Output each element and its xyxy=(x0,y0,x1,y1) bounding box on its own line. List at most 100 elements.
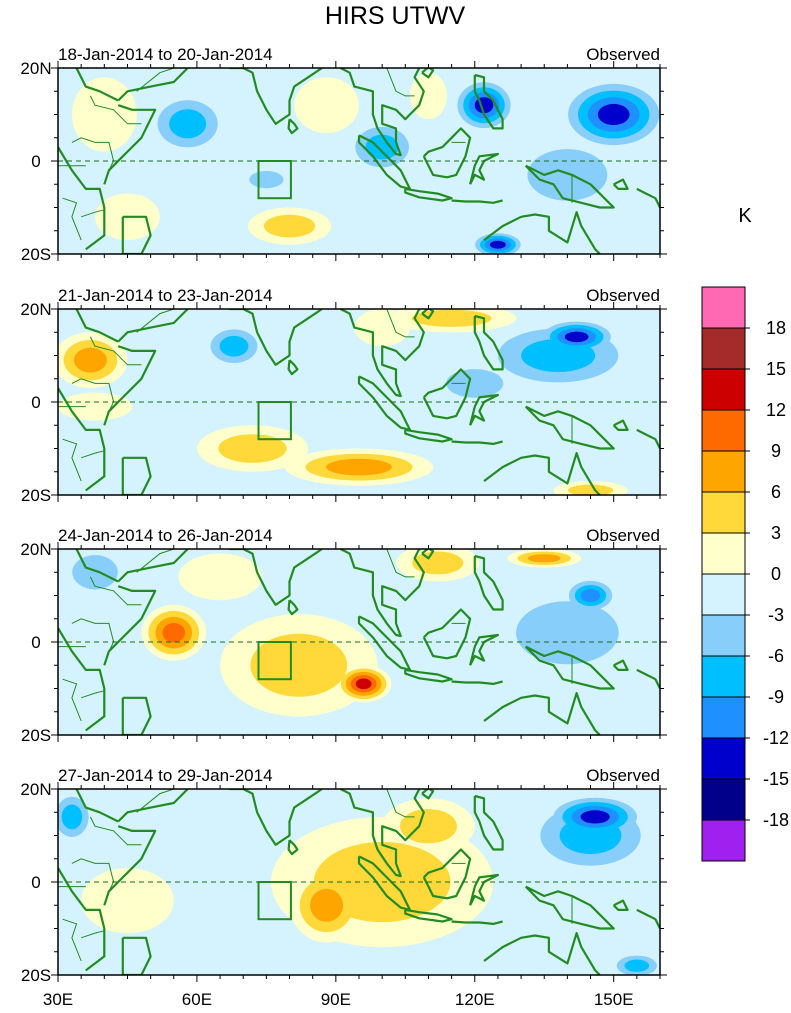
coastline xyxy=(483,691,601,735)
axis-ticks xyxy=(51,61,667,261)
country-border xyxy=(386,549,415,578)
coastline xyxy=(340,309,425,398)
country-border xyxy=(62,918,82,962)
coastline xyxy=(339,68,425,157)
colorbar-tick-label: 12 xyxy=(766,400,786,420)
coastline xyxy=(473,73,504,130)
coastline xyxy=(612,419,629,431)
map-panel-2: 21-Jan-2014 to 23-Jan-2014 Observed 20N 0 20… xyxy=(20,286,667,505)
coastline xyxy=(229,68,323,125)
axis-ticks xyxy=(51,542,667,742)
colorbar-tick-label: 9 xyxy=(771,441,781,461)
anomaly-contour xyxy=(263,214,316,238)
anomaly-contour xyxy=(169,109,207,139)
coastline xyxy=(483,211,601,254)
coastline xyxy=(422,368,472,420)
axis-ticks xyxy=(51,302,667,502)
anomaly-contour xyxy=(490,240,506,249)
coastline xyxy=(117,309,189,343)
anomaly-contour xyxy=(527,554,561,563)
anomaly-contour xyxy=(516,601,619,665)
colorbar-swatch xyxy=(701,409,746,452)
coastline xyxy=(422,608,472,660)
colorbar-swatch xyxy=(701,368,746,411)
anomaly-contour xyxy=(326,458,392,476)
map-panel-1: 18-Jan-2014 to 20-Jan-2014 Observed 20N 0 20… xyxy=(20,45,667,264)
country-border xyxy=(62,197,82,241)
index-region-box xyxy=(257,401,292,441)
anomaly-contour xyxy=(250,633,348,697)
anomaly-contour xyxy=(159,923,234,971)
anomaly-contour xyxy=(72,555,118,590)
coastline xyxy=(340,549,425,638)
panel-observed-tag: Observed xyxy=(586,286,660,305)
coastline xyxy=(287,839,299,856)
anomaly-contour xyxy=(61,804,83,830)
anomaly-contour xyxy=(162,623,186,643)
colorbar-swatch xyxy=(701,819,746,862)
y-tick-label: 0 xyxy=(31,873,40,892)
y-tick-label: 20N xyxy=(20,780,51,799)
coastline xyxy=(404,428,453,443)
coastline xyxy=(524,405,615,450)
anomaly-contour xyxy=(310,888,344,922)
anomaly-contour xyxy=(597,103,630,126)
coastlines xyxy=(58,526,660,735)
country-border xyxy=(81,450,105,459)
coastline xyxy=(612,899,629,912)
colorbar-tick-label: -3 xyxy=(768,605,784,625)
country-border xyxy=(89,576,142,606)
coastline xyxy=(451,920,503,926)
colorbar-swatch xyxy=(701,573,746,616)
anomaly-contour xyxy=(178,553,262,601)
anomaly-contour xyxy=(580,589,601,602)
panel-observed-tag: Observed xyxy=(586,526,660,545)
coastline xyxy=(75,309,119,343)
y-tick-label: 20S xyxy=(21,726,51,745)
coastline xyxy=(451,680,503,686)
colorbar-unit-label: K xyxy=(738,205,752,227)
colorbar: 18 15 12 9 6 3 0 -3 -6 -9 -12 -15 -18 xyxy=(701,286,789,862)
coastline xyxy=(612,178,629,190)
coastline xyxy=(357,615,411,672)
coastline xyxy=(404,908,453,923)
colorbar-tick-label: 3 xyxy=(771,523,781,543)
colorbar-swatch xyxy=(701,737,746,780)
colorbar-swatch xyxy=(701,286,746,329)
coastline xyxy=(475,526,484,540)
anomaly-contour xyxy=(249,171,284,189)
coastline xyxy=(287,118,299,135)
country-border xyxy=(89,336,142,366)
anomaly-contour xyxy=(355,678,372,690)
country-border xyxy=(386,68,415,97)
anomaly-contour xyxy=(294,77,359,134)
coastline xyxy=(357,134,411,190)
coastline xyxy=(229,789,323,846)
anomaly-contour xyxy=(446,369,504,398)
panel-date-range-label: 21-Jan-2014 to 23-Jan-2014 xyxy=(58,286,273,305)
axis-ticks xyxy=(51,782,667,982)
country-border xyxy=(136,549,174,573)
country-border xyxy=(386,789,415,818)
map-panel-4: 27-Jan-2014 to 29-Jan-2014 Observed 20N 0 20… xyxy=(20,766,667,985)
coastlines xyxy=(58,789,660,975)
country-border xyxy=(71,378,115,412)
coastline xyxy=(524,885,615,930)
anomaly-contour xyxy=(502,891,633,966)
colorbar-tick-label: -18 xyxy=(763,810,789,830)
anomaly-contour xyxy=(73,347,107,373)
y-tick-label: 20S xyxy=(21,966,51,985)
coastline xyxy=(404,668,453,683)
coastline xyxy=(524,645,615,690)
x-tick-labels: 30E 60E 90E 120E 150E xyxy=(43,990,634,1009)
coastline xyxy=(421,789,435,800)
coastline xyxy=(524,164,615,209)
country-border xyxy=(81,209,105,218)
anomaly-field xyxy=(58,789,660,975)
coastline xyxy=(121,696,152,735)
country-border xyxy=(71,137,115,171)
colorbar-swatch xyxy=(701,327,746,370)
x-tick-label: 120E xyxy=(455,990,495,1009)
colorbar-tick-label: 15 xyxy=(766,359,786,379)
